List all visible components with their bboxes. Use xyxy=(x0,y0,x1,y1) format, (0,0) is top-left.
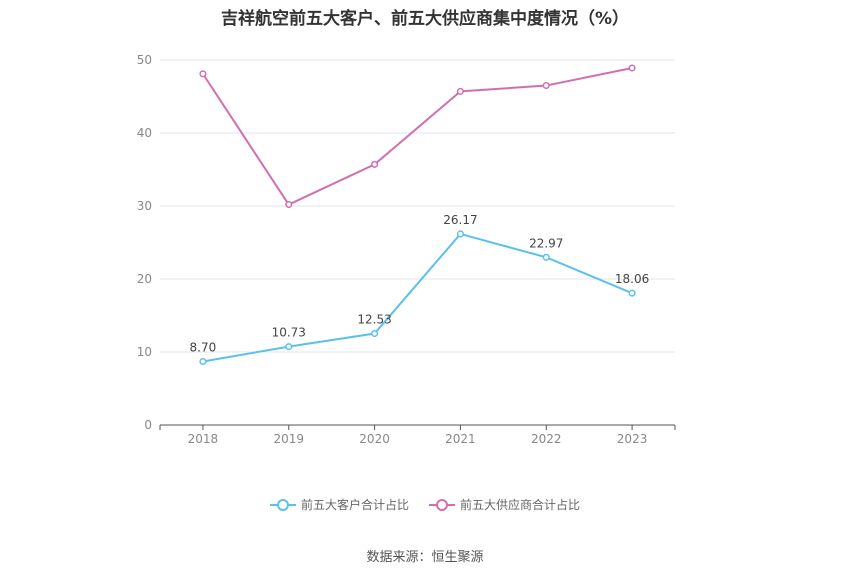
x-tick-label: 2020 xyxy=(359,432,390,446)
x-tick-label: 2021 xyxy=(445,432,476,446)
legend-label: 前五大客户合计占比 xyxy=(300,498,409,512)
legend-item[interactable]: 前五大客户合计占比 xyxy=(269,496,409,513)
y-tick-label: 10 xyxy=(137,345,152,359)
y-tick-label: 40 xyxy=(137,126,152,140)
data-point xyxy=(371,160,379,168)
legend-item[interactable]: 前五大供应商合计占比 xyxy=(429,496,580,513)
data-point xyxy=(456,230,464,238)
data-point xyxy=(371,329,379,338)
data-label: 8.70 xyxy=(190,340,217,354)
y-tick-label: 20 xyxy=(137,272,152,286)
series-line xyxy=(202,232,633,363)
data-point xyxy=(542,253,550,261)
data-label: 18.06 xyxy=(615,272,649,286)
y-tick-label: 50 xyxy=(137,53,152,67)
data-point xyxy=(542,82,550,90)
series-line xyxy=(202,67,633,206)
source-note: 数据来源：恒生聚源 xyxy=(366,550,484,565)
legend-swatch-icon xyxy=(269,498,296,511)
data-label: 26.17 xyxy=(443,213,477,227)
y-tick-label: 0 xyxy=(144,418,152,432)
data-point xyxy=(199,357,207,366)
y-tick-label: 30 xyxy=(137,199,152,213)
data-point xyxy=(199,70,207,78)
data-point xyxy=(456,87,464,95)
data-point xyxy=(285,343,293,351)
x-tick-label: 2023 xyxy=(617,432,648,446)
legend-swatch-icon xyxy=(429,498,455,511)
legend: 前五大客户合计占比 前五大供应商合计占比 xyxy=(0,496,850,513)
chart-title: 吉祥航空前五大客户、前五大供应商集中度情况（%） xyxy=(220,9,630,29)
x-tick-label: 2019 xyxy=(273,432,304,446)
data-point xyxy=(628,289,636,297)
legend-label: 前五大供应商合计占比 xyxy=(460,498,581,512)
data-point xyxy=(628,64,636,72)
data-label: 10.73 xyxy=(272,326,306,340)
data-point xyxy=(285,200,293,209)
data-label: 12.53 xyxy=(357,313,391,327)
data-label: 22.97 xyxy=(529,236,563,250)
x-tick-label: 2022 xyxy=(531,432,562,446)
x-tick-label: 2018 xyxy=(188,432,219,446)
